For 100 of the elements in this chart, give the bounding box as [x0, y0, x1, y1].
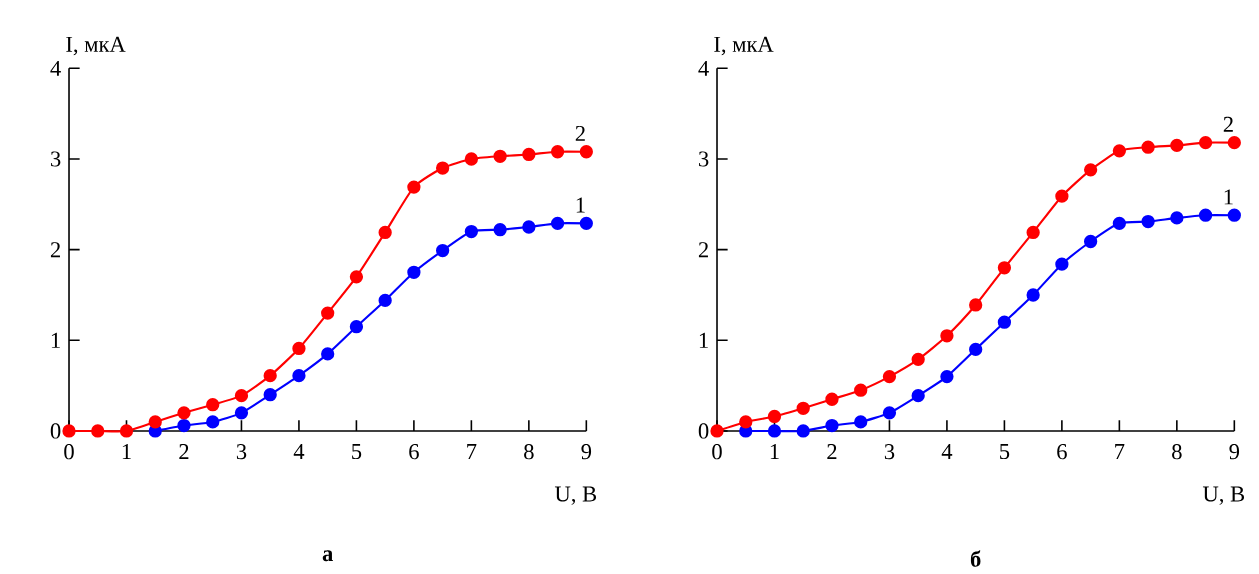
text: а — [322, 550, 333, 562]
point — [997, 261, 1012, 275]
point — [1141, 140, 1155, 154]
point — [1083, 163, 1098, 177]
point — [493, 222, 507, 237]
point — [234, 388, 249, 403]
point — [62, 424, 76, 438]
y-tick-label: 3 — [699, 151, 709, 167]
point — [177, 418, 191, 433]
point — [767, 409, 782, 423]
y-tick-label: 2 — [50, 242, 60, 258]
x-tick-label: 6 — [409, 443, 419, 460]
x-tick-label: 1 — [122, 443, 131, 459]
point — [464, 152, 479, 166]
point — [1055, 189, 1069, 203]
y-tick-label: 1 — [699, 332, 708, 348]
point — [349, 270, 364, 284]
y-tick-label: 0 — [698, 423, 709, 439]
x-tick-label: 6 — [1057, 443, 1067, 460]
series-label: 2 — [575, 125, 585, 141]
point — [969, 342, 983, 356]
y-axis-title: I, мкА — [66, 36, 126, 56]
point — [739, 415, 753, 429]
point — [321, 347, 335, 361]
point — [550, 216, 565, 230]
y-tick-label: 2 — [698, 242, 708, 258]
x-tick-label: 5 — [1000, 443, 1010, 459]
x-tick-label: 8 — [524, 443, 534, 460]
x-tick-label: 1 — [770, 443, 779, 459]
point — [378, 225, 392, 239]
point — [349, 319, 364, 334]
point — [321, 306, 335, 320]
x-tick-label: 7 — [1115, 443, 1125, 459]
point — [796, 424, 810, 438]
x-tick-label: 3 — [236, 443, 247, 460]
x-tick-label: 2 — [827, 443, 837, 459]
point — [1112, 216, 1127, 230]
point — [493, 149, 507, 163]
point — [882, 406, 897, 420]
x-tick-label: 4 — [941, 443, 953, 459]
point — [1026, 225, 1040, 239]
point — [969, 298, 983, 312]
point — [91, 424, 105, 438]
x-tick-label: 7 — [467, 443, 477, 459]
point — [796, 401, 810, 415]
point — [940, 369, 954, 384]
y-tick-label: 4 — [698, 60, 709, 76]
point — [1141, 214, 1155, 229]
point — [854, 415, 868, 429]
y-tick-label: 4 — [50, 60, 61, 76]
point — [710, 424, 724, 438]
point — [854, 383, 868, 397]
point — [767, 424, 782, 438]
x-tick-label: 9 — [581, 443, 592, 460]
point — [1170, 138, 1184, 152]
point — [1227, 208, 1241, 222]
point — [177, 406, 191, 420]
point — [997, 315, 1012, 329]
x-tick-label: 5 — [352, 443, 362, 459]
point — [464, 224, 479, 239]
point — [579, 216, 593, 230]
point — [1198, 135, 1213, 150]
y-axis-title: I, мкА — [714, 36, 774, 56]
series-label: 2 — [1223, 116, 1233, 132]
point — [1055, 257, 1069, 271]
point — [407, 265, 421, 279]
point — [825, 392, 839, 406]
point — [911, 352, 925, 366]
y-tick-label: 0 — [50, 423, 61, 439]
point — [263, 368, 277, 383]
point — [1112, 144, 1127, 158]
text: б — [970, 550, 981, 567]
x-axis-title: U, В — [554, 486, 597, 505]
x-tick-label: 0 — [64, 443, 74, 460]
x-tick-label: 3 — [884, 443, 895, 460]
point — [1083, 234, 1098, 249]
series-label: 1 — [576, 197, 585, 213]
x-tick-label: 4 — [293, 443, 305, 459]
point — [206, 397, 220, 412]
point — [292, 341, 306, 355]
point — [435, 161, 450, 175]
x-tick-label: 0 — [712, 443, 722, 460]
point — [407, 180, 421, 194]
point — [940, 329, 954, 343]
y-tick-label: 1 — [51, 332, 60, 348]
point — [292, 368, 306, 383]
point — [1170, 211, 1184, 225]
series-label: 1 — [1224, 189, 1233, 205]
point — [522, 220, 536, 234]
point — [911, 388, 925, 403]
point — [378, 293, 392, 307]
point — [206, 415, 220, 429]
point — [1198, 208, 1213, 222]
x-tick-label: 2 — [179, 443, 189, 459]
x-tick-label: 9 — [1229, 443, 1240, 460]
point — [825, 418, 839, 433]
point — [119, 424, 134, 438]
point — [1227, 135, 1241, 150]
x-axis-title: U, В — [1202, 486, 1245, 505]
point — [1026, 288, 1040, 302]
